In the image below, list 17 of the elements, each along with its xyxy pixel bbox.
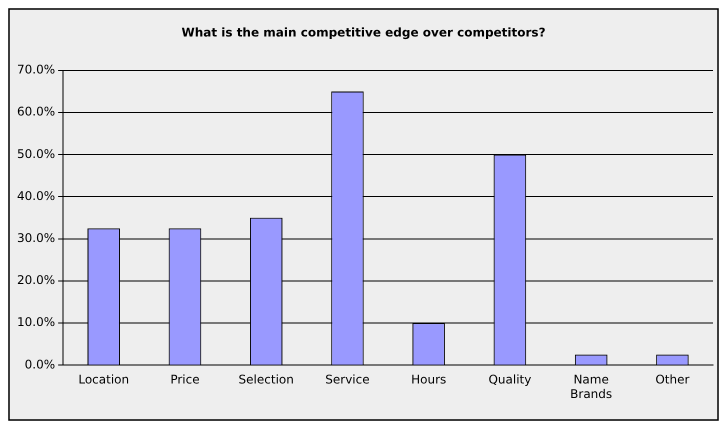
x-tick-label: Location bbox=[78, 372, 130, 387]
y-tick-label: 60.0% bbox=[16, 104, 56, 119]
y-tick-label: 20.0% bbox=[16, 273, 56, 288]
x-tick-label: Other bbox=[655, 372, 690, 387]
y-tick-label: 30.0% bbox=[16, 230, 56, 245]
x-tick-label: Hours bbox=[411, 372, 446, 387]
y-tick-label: 70.0% bbox=[16, 62, 56, 77]
y-tick-label: 40.0% bbox=[16, 188, 56, 203]
x-tick-label: Selection bbox=[238, 372, 294, 387]
x-tick-label: Price bbox=[170, 372, 200, 387]
y-tick-label: 10.0% bbox=[16, 315, 56, 330]
y-tick-label: 50.0% bbox=[16, 146, 56, 161]
x-tick-label: Service bbox=[325, 372, 370, 387]
x-tick-label: Quality bbox=[488, 372, 532, 387]
y-tick-label: 0.0% bbox=[24, 357, 56, 372]
chart-title: What is the main competitive edge over competitors? bbox=[181, 25, 546, 40]
x-tick-label: Name Brands bbox=[570, 372, 612, 401]
